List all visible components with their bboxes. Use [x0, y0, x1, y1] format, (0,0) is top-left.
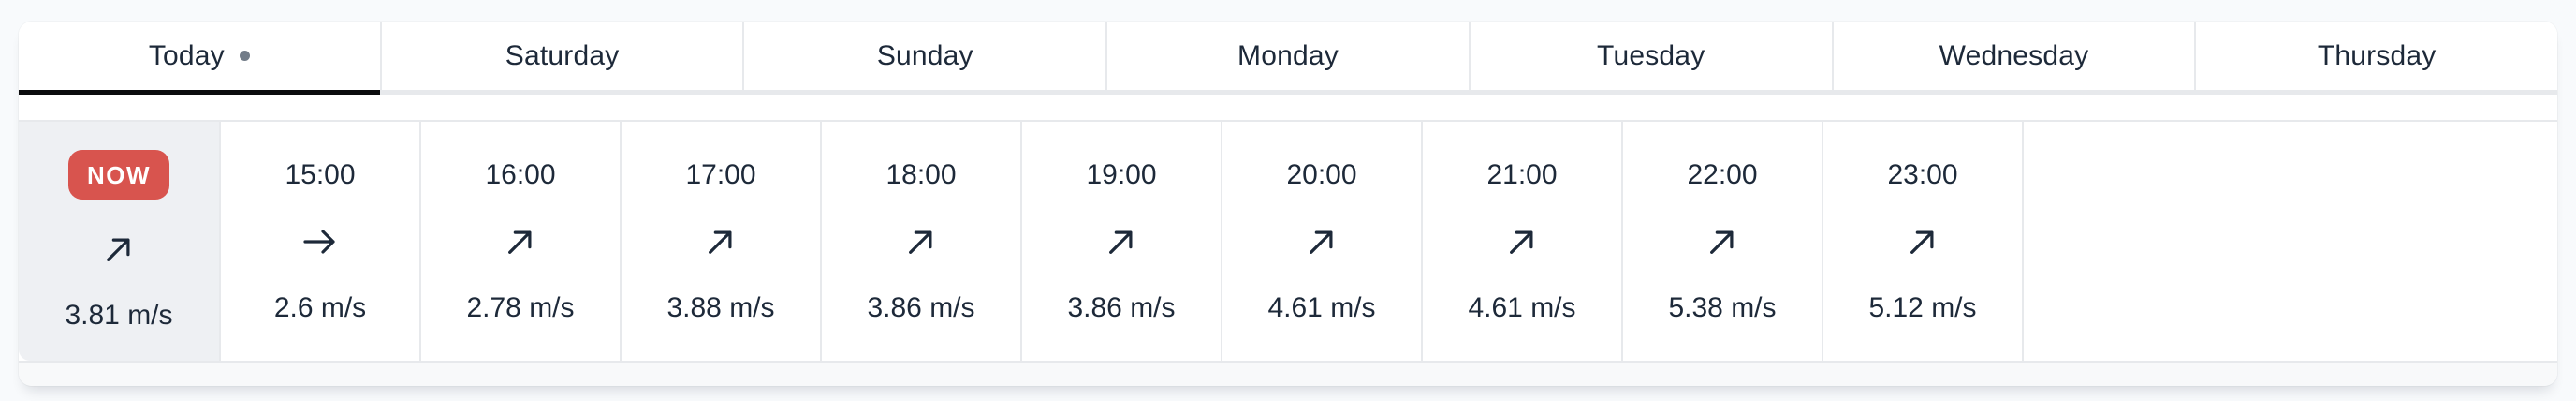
wind-direction-arrow-icon-ne [107, 238, 130, 261]
hour-time-label: 23:00 [1887, 158, 1958, 190]
hour-time-label: 19:00 [1086, 158, 1157, 190]
hour-cell-16-00[interactable]: 16:00 2.78 m/s [419, 122, 620, 361]
wind-direction-arrow-icon-ne [1109, 230, 1133, 254]
wind-direction-arrow-icon-e [303, 229, 335, 254]
wind-speed-value: 3.81 m/s [65, 300, 173, 331]
hour-cell-now[interactable]: NOW 3.81 m/s [19, 122, 219, 361]
day-tab-saturday[interactable]: Saturday [379, 22, 743, 95]
hour-cell-15-00[interactable]: 15:00 2.6 m/s [219, 122, 419, 361]
wind-direction-arrow-icon-ne [1910, 230, 1934, 254]
wind-speed-value: 2.78 m/s [466, 291, 575, 323]
day-tab-label: Today [148, 39, 225, 71]
hour-time-label: 17:00 [685, 158, 756, 190]
wind-direction-arrow-icon-ne [508, 230, 532, 254]
wind-speed-value: 5.38 m/s [1668, 291, 1777, 323]
now-badge: NOW [67, 150, 170, 200]
hour-time-label: 18:00 [886, 158, 957, 190]
hour-cell-empty-filler [2022, 122, 2557, 361]
forecast-panel-body: NOW 3.81 m/s 15:00 2.6 m/s 16:00 2.78 m/… [19, 120, 2557, 386]
hour-cell-20-00[interactable]: 20:00 4.61 m/s [1221, 122, 1421, 361]
wind-speed-value: 3.86 m/s [1067, 291, 1176, 323]
day-tab-label: Sunday [876, 39, 973, 71]
hourly-forecast-row: NOW 3.81 m/s 15:00 2.6 m/s 16:00 2.78 m/… [19, 120, 2557, 363]
forecast-widget-panel: Today Saturday Sunday Monday Tuesday Wed… [19, 22, 2557, 386]
hour-time-label: 20:00 [1286, 158, 1357, 190]
wind-speed-value: 4.61 m/s [1267, 291, 1376, 323]
day-tab-tuesday[interactable]: Tuesday [1468, 22, 1832, 95]
hour-time-label: 22:00 [1687, 158, 1758, 190]
wind-speed-value: 3.88 m/s [666, 291, 775, 323]
day-tab-thursday[interactable]: Thursday [2194, 22, 2557, 95]
day-tab-monday[interactable]: Monday [1105, 22, 1469, 95]
day-tab-label: Monday [1237, 39, 1339, 71]
hour-cell-18-00[interactable]: 18:00 3.86 m/s [820, 122, 1020, 361]
wind-direction-arrow-icon-ne [1510, 230, 1533, 254]
hour-cell-23-00[interactable]: 23:00 5.12 m/s [1822, 122, 2022, 361]
day-tabbar: Today Saturday Sunday Monday Tuesday Wed… [19, 22, 2557, 95]
wind-direction-arrow-icon-ne [1310, 230, 1333, 254]
day-tab-label: Saturday [505, 39, 620, 71]
wind-speed-value: 3.86 m/s [867, 291, 975, 323]
day-tab-label: Thursday [2317, 39, 2437, 71]
hour-cell-21-00[interactable]: 21:00 4.61 m/s [1421, 122, 1621, 361]
wind-direction-arrow-icon-ne [1710, 230, 1734, 254]
hour-cell-19-00[interactable]: 19:00 3.86 m/s [1020, 122, 1221, 361]
wind-direction-arrow-icon-ne [909, 230, 932, 254]
hour-time-label: 16:00 [485, 158, 556, 190]
current-day-dot-icon [239, 51, 250, 61]
wind-speed-value: 2.6 m/s [273, 291, 367, 323]
day-tab-today[interactable]: Today [19, 22, 380, 95]
day-tab-sunday[interactable]: Sunday [742, 22, 1106, 95]
wind-speed-value: 5.12 m/s [1868, 291, 1977, 323]
wind-direction-arrow-icon-ne [709, 230, 732, 254]
day-tab-wednesday[interactable]: Wednesday [1831, 22, 2195, 95]
day-tab-label: Wednesday [1939, 39, 2089, 71]
day-tab-label: Tuesday [1597, 39, 1705, 71]
hour-cell-22-00[interactable]: 22:00 5.38 m/s [1621, 122, 1822, 361]
hour-time-label: 21:00 [1486, 158, 1558, 190]
hour-cell-17-00[interactable]: 17:00 3.88 m/s [620, 122, 820, 361]
hour-time-label: 15:00 [285, 158, 356, 190]
wind-speed-value: 4.61 m/s [1468, 291, 1576, 323]
